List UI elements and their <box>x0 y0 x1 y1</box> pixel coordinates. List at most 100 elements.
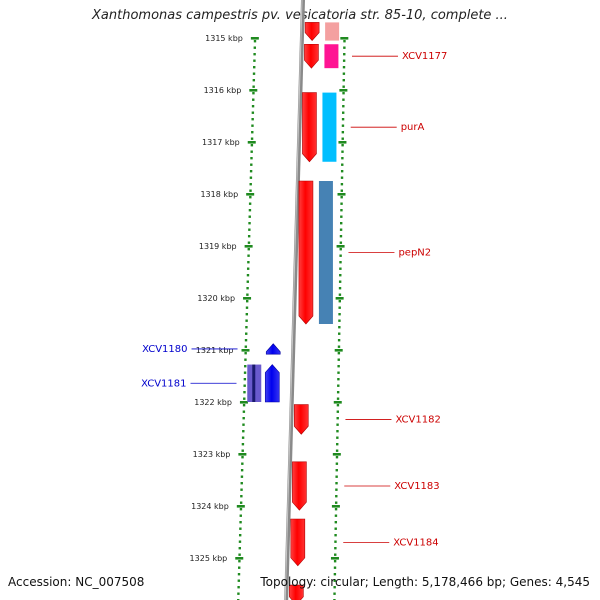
gene-label-pepn2: pepN2 <box>398 248 431 259</box>
gene-xcv1181 <box>264 364 280 403</box>
outer-ring-dot <box>336 404 340 407</box>
outer-ring-dot <box>333 579 336 582</box>
outer-ring-dot <box>342 98 345 101</box>
outer-ring-dot <box>339 235 343 238</box>
inner-ring-dot <box>243 384 246 387</box>
outer-ring-dot <box>336 397 340 400</box>
outer-ring-dot <box>342 72 346 75</box>
outer-ring-dot <box>335 495 338 498</box>
inner-ring-dot <box>247 241 251 244</box>
inner-ring-dot <box>242 404 246 407</box>
inner-ring-dot <box>252 92 255 95</box>
outer-ring-dot <box>340 170 344 173</box>
inner-ring-dot <box>237 586 240 589</box>
gene-xcv1180 <box>265 343 281 355</box>
inner-ring-dot <box>252 72 256 75</box>
outer-ring-dot <box>334 501 338 504</box>
inner-ring-dot <box>246 274 250 277</box>
outer-ring-dot <box>333 560 337 563</box>
major-tick-outer <box>336 245 345 248</box>
inner-ring-dot <box>246 293 249 296</box>
outer-ring-dot <box>337 384 340 387</box>
genes-layer <box>247 22 340 600</box>
gene-xcv1177 <box>304 43 319 69</box>
major-tick-outer <box>332 453 341 456</box>
outer-ring-dot <box>335 482 338 485</box>
major-tick-inner <box>250 37 259 40</box>
inner-ring-dot <box>249 170 253 173</box>
outer-ring-dot <box>340 183 344 186</box>
outer-ring-dot <box>338 332 341 335</box>
outer-ring-dot <box>341 111 345 114</box>
backbone-layer <box>284 0 305 600</box>
outer-ring-dot <box>335 456 339 459</box>
outer-ring-dot <box>335 469 338 472</box>
outer-ring-dot <box>339 261 342 264</box>
inner-ring-dot <box>243 371 247 374</box>
inner-ring-dot <box>251 105 255 108</box>
inner-ring-dot <box>241 449 244 452</box>
outer-ring-dot <box>338 313 341 316</box>
major-tick-outer <box>338 141 347 144</box>
kbp-tick-label: 1318 kbp <box>200 190 238 199</box>
outer-ring-dot <box>338 280 342 283</box>
inner-ring-dot <box>252 85 255 88</box>
outer-ring-dot <box>337 378 340 381</box>
outer-ring-dot <box>336 417 339 420</box>
outer-ring-dot <box>338 287 342 290</box>
accession-label: Accession: NC_007508 <box>8 575 145 589</box>
outer-ring-dot <box>339 267 342 270</box>
inner-ring-dot <box>238 540 242 543</box>
outer-ring-dot <box>340 176 344 179</box>
cds-xcv1177 <box>324 44 339 69</box>
outer-ring-dot <box>340 215 343 218</box>
gene-label-xcv1182: XCV1182 <box>395 414 440 425</box>
inner-ring-dot <box>237 592 240 595</box>
kbp-tick-label: 1320 kbp <box>197 294 235 303</box>
inner-ring-dot <box>242 417 245 420</box>
outer-ring-dot <box>334 553 337 556</box>
outer-ring-dot <box>337 339 341 342</box>
inner-ring-dot <box>246 280 249 283</box>
outer-ring-dot <box>340 202 343 205</box>
cds-stripe-xcv1181 <box>252 364 256 402</box>
inner-ring-dot <box>248 215 251 218</box>
outer-ring-dot <box>333 566 337 569</box>
kbp-tick-label: 1324 kbp <box>191 502 229 511</box>
gene-xcv1183 <box>292 461 307 511</box>
outer-ring-dot <box>336 423 339 426</box>
inner-ring-dot <box>249 196 252 199</box>
gene-label-xcv1180: XCV1180 <box>142 344 187 355</box>
outer-ring-dot <box>337 371 340 374</box>
major-tick-inner <box>241 349 250 352</box>
outer-ring-dot <box>341 157 344 160</box>
inner-ring-dot <box>251 131 254 134</box>
major-tick-outer <box>334 349 343 352</box>
outer-ring-dot <box>341 137 344 140</box>
outer-ring-dot <box>343 40 346 43</box>
outer-ring-dot <box>334 508 338 511</box>
inner-ring-dot <box>250 144 254 147</box>
outer-ring-dot <box>334 540 337 543</box>
outer-ring-dot <box>341 131 345 134</box>
outer-ring-dot <box>337 352 341 355</box>
gene-xcv1184 <box>290 518 306 567</box>
inner-ring-dot <box>240 475 244 478</box>
major-tick-outer <box>339 89 348 92</box>
inner-ring-dot <box>245 332 248 335</box>
gene-pepn2 <box>298 180 314 325</box>
gene-xcv1182 <box>293 404 309 435</box>
topology-summary: Topology: circular; Length: 5,178,466 bp… <box>260 575 590 589</box>
inner-ring-dot <box>245 326 248 329</box>
inner-ring-dot <box>244 358 247 361</box>
inner-ring-dot <box>238 553 241 556</box>
outer-ring-dot <box>337 358 340 361</box>
inner-ring-dot <box>249 176 253 179</box>
inner-ring-dot <box>245 319 248 322</box>
inner-ring-dot <box>248 209 252 212</box>
inner-ring-dot <box>251 124 254 127</box>
kbp-tick-label: 1322 kbp <box>194 398 232 407</box>
outer-ring-dot <box>338 326 341 329</box>
scale-ticks-layer: 1315 kbp 1316 kbp 1317 kbp 1318 kbp 1319 kbp… <box>190 34 349 600</box>
